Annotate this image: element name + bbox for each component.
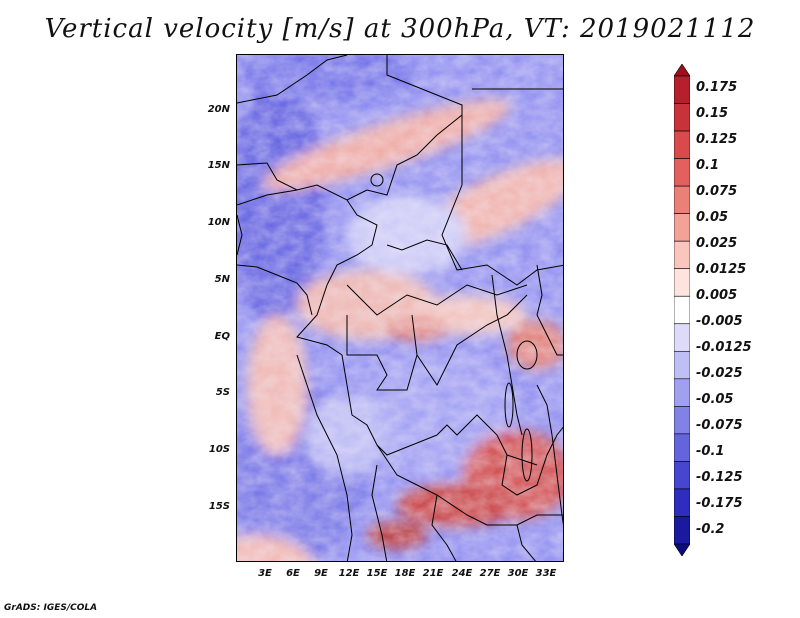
colorbar-segment	[674, 433, 690, 462]
colorbar-label: -0.075	[696, 418, 743, 433]
colorbar-segment	[674, 350, 690, 380]
lon-tick-label: 24E	[451, 568, 473, 579]
map-panel	[236, 54, 564, 562]
velocity-field-map	[237, 55, 563, 561]
colorbar-label: 0.025	[696, 236, 738, 251]
colorbar-segment	[674, 64, 690, 77]
colorbar-label: -0.125	[696, 470, 743, 485]
lon-tick-label: 21E	[422, 568, 444, 579]
map-title: Vertical velocity [m/s] at 300hPa, VT: 2…	[44, 14, 756, 44]
lon-tick-label: 3E	[258, 568, 272, 579]
colorbar-segment	[674, 295, 690, 325]
colorbar-label: 0.125	[696, 132, 738, 147]
colorbar-label: -0.005	[696, 314, 743, 329]
colorbar-label: 0.15	[696, 106, 729, 121]
lon-tick-label: 12E	[338, 568, 360, 579]
colorbar-segment	[674, 406, 690, 435]
lat-tick-label: 5S	[215, 387, 230, 398]
colorbar-segment	[674, 323, 690, 352]
colorbar	[674, 64, 690, 556]
lake-outlines	[370, 173, 538, 482]
colorbar-segment	[674, 516, 690, 545]
colorbar-segment	[674, 213, 690, 242]
colorbar-label: 0.075	[696, 184, 738, 199]
colorbar-label: 0.175	[696, 80, 738, 95]
colorbar-segment	[674, 240, 690, 270]
colorbar-label: -0.175	[696, 496, 743, 511]
lon-tick-label: 18E	[394, 568, 416, 579]
colorbar-segments	[674, 64, 690, 556]
colorbar-segment	[674, 543, 690, 556]
lon-tick-label: 15E	[366, 568, 388, 579]
colorbar-segment	[674, 158, 690, 187]
field-texture	[237, 55, 563, 561]
credit-text: GrADS: IGES/COLA	[4, 603, 98, 613]
colorbar-label: 0.05	[696, 210, 729, 225]
colorbar-label: 0.1	[696, 158, 720, 173]
colorbar-segment	[674, 75, 690, 104]
lat-tick-label: EQ	[214, 331, 230, 342]
lat-tick-label: 5N	[214, 274, 230, 285]
lon-tick-label: 9E	[314, 568, 328, 579]
colorbar-segment	[674, 130, 690, 159]
colorbar-segment	[674, 103, 690, 132]
colorbar-segment	[674, 378, 690, 407]
colorbar-segment	[674, 461, 690, 490]
lat-tick-label: 15S	[208, 501, 230, 512]
colorbar-label: -0.0125	[696, 340, 752, 355]
colorbar-label: -0.1	[696, 444, 725, 459]
colorbar-label: 0.005	[696, 288, 738, 303]
lat-tick-label: 15N	[207, 160, 230, 171]
country-borders	[237, 55, 563, 561]
lat-tick-label: 10S	[208, 444, 230, 455]
colorbar-segment	[674, 488, 690, 517]
lat-tick-label: 10N	[207, 217, 230, 228]
lat-tick-label: 20N	[207, 104, 230, 115]
lon-tick-label: 6E	[286, 568, 300, 579]
colorbar-segment	[674, 268, 690, 297]
colorbar-label: 0.0125	[696, 262, 747, 277]
colorbar-label: -0.05	[696, 392, 734, 407]
lon-tick-label: 30E	[507, 568, 529, 579]
lon-tick-label: 27E	[479, 568, 501, 579]
lon-tick-label: 33E	[535, 568, 557, 579]
colorbar-label: -0.025	[696, 366, 743, 381]
colorbar-label: -0.2	[696, 522, 725, 537]
colorbar-segment	[674, 185, 690, 214]
